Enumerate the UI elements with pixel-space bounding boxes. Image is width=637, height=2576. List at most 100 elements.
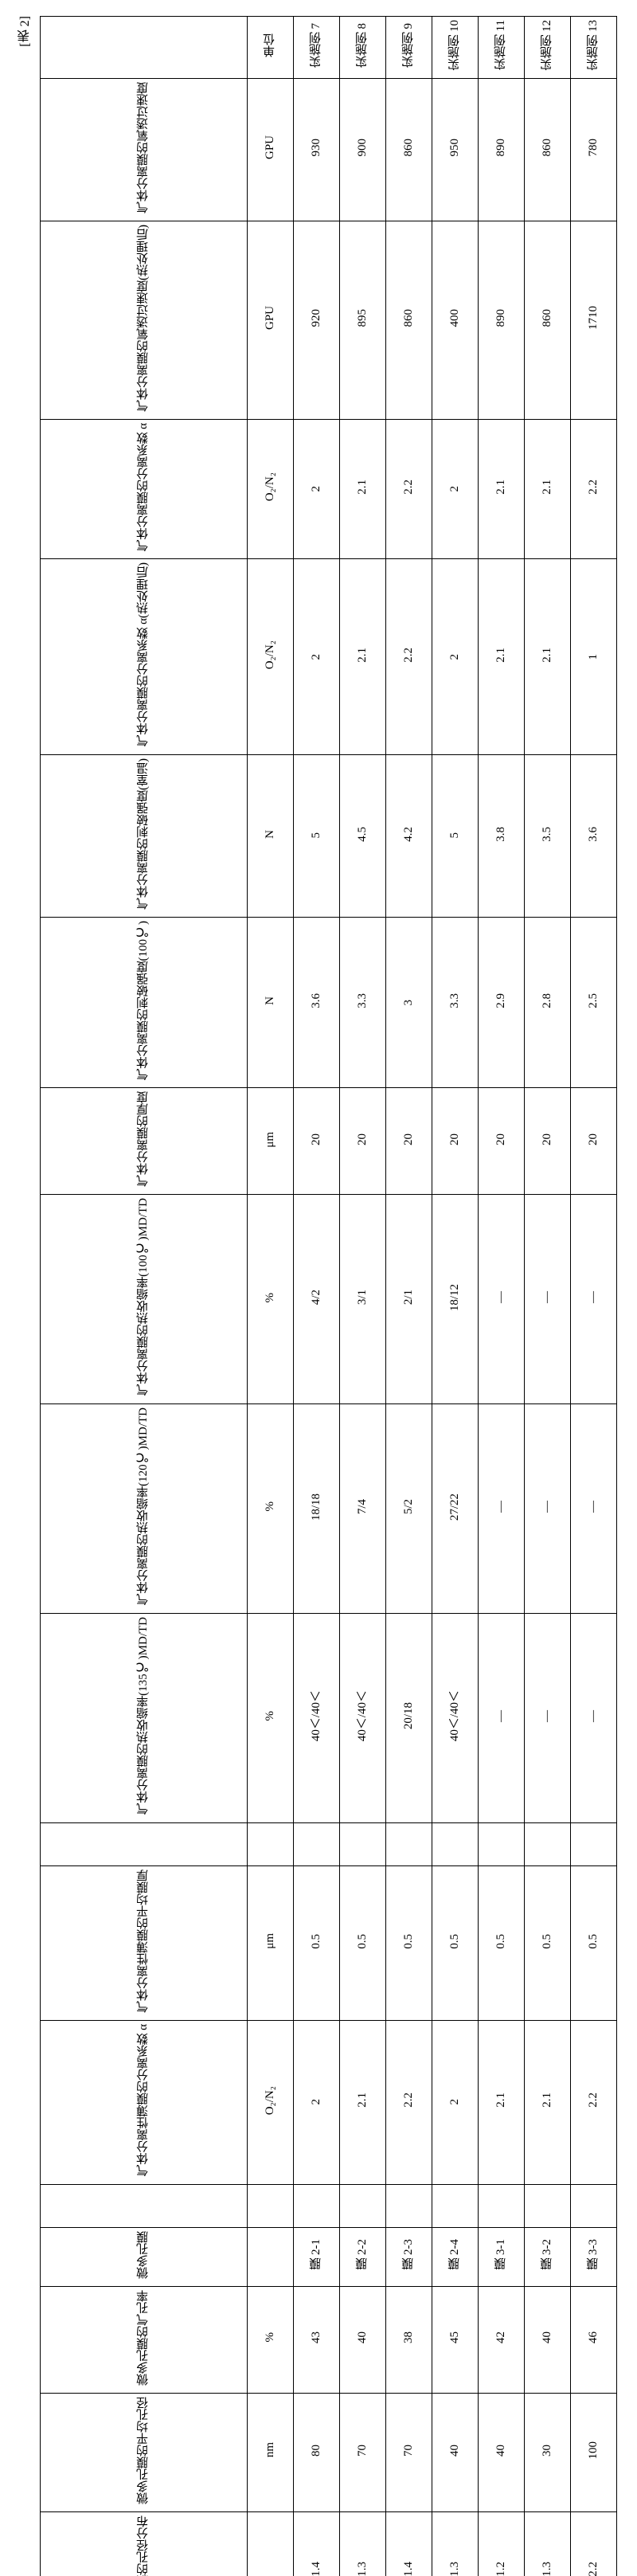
cell: 42	[479, 2286, 525, 2393]
cell: 7/4	[340, 1404, 386, 1614]
cell: 膜 2-3	[386, 2227, 432, 2286]
cell	[571, 2184, 617, 2227]
row-label: 气体分离膜的氧透过速度	[41, 78, 248, 221]
cell: 2.1	[340, 559, 386, 755]
cell: 40	[479, 2393, 525, 2511]
cell: 1710	[571, 221, 617, 419]
row-label: 气体分离膜的热收缩率(135℃)MD/TD	[41, 1614, 248, 1823]
cell: 860	[386, 221, 432, 419]
cell: 3/1	[340, 1195, 386, 1404]
table-row	[41, 1822, 617, 1865]
row-label: 气体分离膜的厚度	[41, 1088, 248, 1195]
cell: 2.1	[479, 419, 525, 559]
table-row: 气体分离膜的氧透过速度GPU930900860950890860780	[41, 78, 617, 221]
cell: 2.9	[479, 917, 525, 1088]
cell: 0.5	[479, 1865, 525, 2020]
cell: 3	[386, 917, 432, 1088]
table-row: 气体分离膜的分离系数 αO₂/N₂22.12.222.12.12.2	[41, 419, 617, 559]
row-label	[41, 1822, 248, 1865]
cell: 860	[525, 78, 571, 221]
cell: —	[571, 1195, 617, 1404]
cell: 40	[525, 2286, 571, 2393]
row-unit: O₂/N₂	[248, 2020, 294, 2184]
row-label	[41, 2184, 248, 2227]
header-unit: 单位	[248, 17, 294, 79]
row-unit: N	[248, 917, 294, 1088]
cell	[479, 1822, 525, 1865]
cell: 40	[432, 2393, 479, 2511]
cell: 890	[479, 221, 525, 419]
cell: 3.6	[571, 754, 617, 917]
cell: 3.8	[479, 754, 525, 917]
cell: 900	[340, 78, 386, 221]
table2: 单位 实施例 7 实施例 8 实施例 9 实施例 10 实施例 11 实施例 1…	[40, 16, 617, 2576]
cell: 20	[525, 1088, 571, 1195]
cell: —	[479, 1195, 525, 1404]
cell: 40＜/40＜	[294, 1614, 340, 1823]
cell: 2.1	[340, 2020, 386, 2184]
table-row: 气体分离膜的氧透过速度(热处理后)GPU92089586040089086017…	[41, 221, 617, 419]
cell: 40	[340, 2286, 386, 2393]
cell: 20	[479, 1088, 525, 1195]
row-unit: nm	[248, 2393, 294, 2511]
row-label: 气体分离膜的刺破强度(室温)	[41, 754, 248, 917]
cell: 20	[571, 1088, 617, 1195]
cell: 2.2	[386, 419, 432, 559]
cell: 950	[432, 78, 479, 221]
cell	[386, 1822, 432, 1865]
cell: 895	[340, 221, 386, 419]
cell: 70	[386, 2393, 432, 2511]
table-row: 气体分离膜的热收缩率(100℃)MD/TD%4/23/12/118/12———	[41, 1195, 617, 1404]
cell: 2.8	[525, 917, 571, 1088]
cell: 2.2	[571, 2511, 617, 2576]
header-col-6: 实施例 13	[571, 17, 617, 79]
cell	[525, 1822, 571, 1865]
table-row: 气体分离膜的刺破强度(100℃)N3.63.333.32.92.82.5	[41, 917, 617, 1088]
row-unit: N	[248, 754, 294, 917]
cell: 膜 2-4	[432, 2227, 479, 2286]
cell: 4.2	[386, 754, 432, 917]
row-unit	[248, 2184, 294, 2227]
cell: 膜 3-1	[479, 2227, 525, 2286]
row-unit: %	[248, 1404, 294, 1614]
table-row: 气体分离膜的热收缩率(120℃)MD/TD%18/187/45/227/22——…	[41, 1404, 617, 1614]
cell: 920	[294, 221, 340, 419]
row-unit: %	[248, 2286, 294, 2393]
row-unit	[248, 2511, 294, 2576]
cell	[571, 1822, 617, 1865]
cell: 45	[432, 2286, 479, 2393]
cell: 18/18	[294, 1404, 340, 1614]
cell: 1.4	[294, 2511, 340, 2576]
cell: 20	[340, 1088, 386, 1195]
table-row: 气体分离膜的分离系数 α(热处理后)O₂/N₂22.12.222.12.11	[41, 559, 617, 755]
cell: 3.3	[340, 917, 386, 1088]
cell: 0.5	[294, 1865, 340, 2020]
cell: 膜 3-3	[571, 2227, 617, 2286]
table-row: 气体分离性薄膜的分离系数 αO₂/N₂22.12.222.12.12.2	[41, 2020, 617, 2184]
cell: 80	[294, 2393, 340, 2511]
header-col-4: 实施例 11	[479, 17, 525, 79]
cell: 3.6	[294, 917, 340, 1088]
cell: 1	[571, 559, 617, 755]
header-col-5: 实施例 12	[525, 17, 571, 79]
cell: 2.1	[340, 419, 386, 559]
cell: 0.5	[525, 1865, 571, 2020]
table-row: 微多孔膜膜 2-1膜 2-2膜 2-3膜 2-4膜 3-1膜 3-2膜 3-3	[41, 2227, 617, 2286]
cell: 38	[386, 2286, 432, 2393]
cell: 3.3	[432, 917, 479, 1088]
cell: 5	[294, 754, 340, 917]
row-label: 气体分离性薄膜的平均膜厚	[41, 1865, 248, 2020]
cell: —	[525, 1195, 571, 1404]
cell: 5	[432, 754, 479, 917]
cell	[479, 2184, 525, 2227]
table-row: 气体分离膜的刺破强度(室温)N54.54.253.83.53.6	[41, 754, 617, 917]
cell: 1.3	[340, 2511, 386, 2576]
header-col-3: 实施例 10	[432, 17, 479, 79]
row-unit: GPU	[248, 221, 294, 419]
cell: 膜 3-2	[525, 2227, 571, 2286]
cell: 70	[340, 2393, 386, 2511]
cell: 780	[571, 78, 617, 221]
cell: 3.5	[525, 754, 571, 917]
cell: —	[479, 1404, 525, 1614]
cell	[294, 2184, 340, 2227]
